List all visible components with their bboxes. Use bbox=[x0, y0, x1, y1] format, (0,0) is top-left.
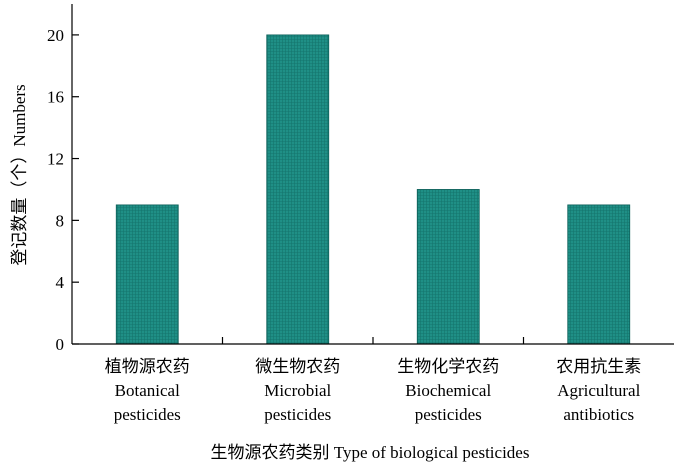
y-tick-label: 0 bbox=[56, 335, 65, 354]
bar-3 bbox=[416, 189, 480, 345]
y-axis: 0 4 8 12 16 20 bbox=[47, 4, 79, 354]
x-category-label-en: Agricultural bbox=[557, 381, 640, 400]
y-tick-label: 16 bbox=[47, 88, 64, 107]
x-category-label-en2: pesticides bbox=[264, 405, 331, 424]
x-category-label-en: Microbial bbox=[264, 381, 331, 400]
y-tick-label: 8 bbox=[56, 211, 65, 230]
y-axis-title: 登记数量（个）Numbers bbox=[10, 84, 29, 265]
x-category-label-en2: pesticides bbox=[415, 405, 482, 424]
bar-2 bbox=[266, 34, 330, 345]
y-tick-label: 4 bbox=[56, 273, 65, 292]
x-category-label-en2: antibiotics bbox=[563, 405, 634, 424]
x-category-label-zh: 农用抗生素 bbox=[556, 357, 641, 376]
x-category-label-en: Biochemical bbox=[405, 381, 491, 400]
bar-1 bbox=[115, 204, 179, 345]
bar-4 bbox=[567, 204, 631, 345]
x-category-label-en: Botanical bbox=[115, 381, 180, 400]
y-tick-label: 12 bbox=[47, 150, 64, 169]
x-axis: 植物源农药 Botanical pesticides 微生物农药 Microbial pe… bbox=[72, 337, 674, 424]
x-category-label-zh: 植物源农药 bbox=[105, 357, 190, 376]
x-axis-title: 生物源农药类别 Type of biological pesticides bbox=[211, 443, 530, 462]
x-category-label-en2: pesticides bbox=[114, 405, 181, 424]
y-tick-label: 20 bbox=[47, 26, 64, 45]
bars-group bbox=[115, 34, 631, 345]
x-category-label-zh: 生物化学农药 bbox=[397, 357, 499, 376]
x-category-label-zh: 微生物农药 bbox=[255, 357, 340, 376]
